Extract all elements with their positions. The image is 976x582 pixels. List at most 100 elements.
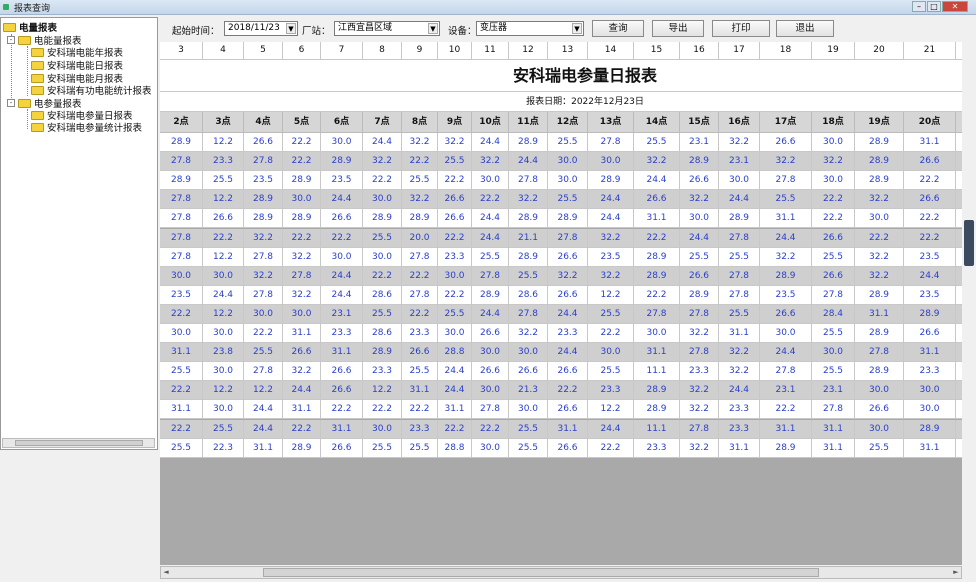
close-button[interactable]: ✕ — [942, 1, 968, 12]
column-number-cell: 4 — [203, 42, 244, 60]
export-button[interactable]: 导出 — [652, 20, 704, 37]
tree-item-energy-month[interactable]: 安科瑞电能月报表 — [31, 72, 123, 85]
value-cell: 31.1 — [321, 343, 363, 363]
tree-group-energy[interactable]: - 电能量报表 — [7, 34, 82, 47]
value-cell: 32.2 — [855, 190, 904, 210]
exit-button[interactable]: 退出 — [776, 20, 834, 37]
column-number-cell: 7 — [321, 42, 363, 60]
value-cell: 27.8 — [402, 247, 438, 267]
hour-header-cell[interactable]: 17点 — [760, 112, 812, 133]
hour-header-cell[interactable]: 2点 — [160, 112, 203, 133]
value-cell: 28.9 — [509, 247, 548, 267]
hour-header-cell[interactable]: 20点 — [904, 112, 956, 133]
hour-header-cell[interactable]: 16点 — [719, 112, 760, 133]
value-cell: 28.9 — [680, 152, 719, 172]
value-cell: 30.0 — [812, 171, 855, 191]
tree-root[interactable]: 电量报表 — [3, 21, 57, 34]
value-cell: 24.4 — [588, 209, 634, 229]
hour-header-cell[interactable]: 7点 — [363, 112, 402, 133]
hour-header-cell[interactable]: 3点 — [203, 112, 244, 133]
chevron-down-icon[interactable]: ▼ — [572, 23, 582, 34]
value-cell: 24.4 — [472, 209, 509, 229]
hour-header-cell[interactable]: 19点 — [855, 112, 904, 133]
value-cell: 26.6 — [548, 247, 588, 267]
hour-header-cell[interactable]: 8点 — [402, 112, 438, 133]
value-cell: 31.1 — [160, 343, 203, 363]
value-cell: 25.5 — [363, 228, 402, 248]
value-cell: 22.2 — [904, 209, 956, 229]
value-cell: 23.3 — [680, 362, 719, 382]
minimize-button[interactable]: – — [912, 1, 926, 12]
value-cell: 24.4 — [321, 190, 363, 210]
value-cell: 24.4 — [509, 152, 548, 172]
horizontal-scrollbar[interactable]: ◄ ► — [160, 566, 962, 579]
value-cell: 20.0 — [402, 228, 438, 248]
value-cell: 24.4 — [719, 190, 760, 210]
value-cell: 25.5 — [203, 171, 244, 191]
vertical-scrollbar[interactable] — [962, 42, 976, 565]
tree-item-params-day[interactable]: 安科瑞电参量日报表 — [31, 109, 133, 122]
hour-header-cell[interactable]: 15点 — [680, 112, 719, 133]
value-cell: 27.8 — [634, 304, 680, 324]
value-cell: 26.6 — [203, 209, 244, 229]
tree-item-params-stats[interactable]: 安科瑞电参量统计报表 — [31, 121, 142, 134]
print-button[interactable]: 打印 — [712, 20, 770, 37]
report-title: 安科瑞电参量日报表 — [160, 60, 970, 92]
hour-header-cell[interactable]: 13点 — [588, 112, 634, 133]
scroll-right-icon[interactable]: ► — [953, 568, 959, 576]
hour-header-cell[interactable]: 6点 — [321, 112, 363, 133]
value-cell: 32.2 — [509, 190, 548, 210]
hour-header-cell[interactable]: 9点 — [438, 112, 472, 133]
tree-group-label: 电能量报表 — [34, 36, 82, 47]
folder-icon — [18, 35, 31, 45]
maximize-button[interactable]: □ — [927, 1, 941, 12]
value-cell: 27.8 — [760, 362, 812, 382]
tree-item-energy-year[interactable]: 安科瑞电能年报表 — [31, 46, 123, 59]
value-cell: 31.1 — [760, 209, 812, 229]
tree-item-active-energy-stats[interactable]: 安科瑞有功电能统计报表 — [31, 84, 152, 97]
scroll-thumb[interactable] — [263, 568, 819, 577]
value-cell: 27.8 — [244, 285, 283, 305]
value-cell: 32.2 — [588, 266, 634, 286]
hour-header-cell[interactable]: 14点 — [634, 112, 680, 133]
collapse-icon[interactable]: - — [7, 36, 15, 44]
hour-header-cell[interactable]: 12点 — [548, 112, 588, 133]
tree-item-energy-day[interactable]: 安科瑞电能日报表 — [31, 59, 123, 72]
query-button[interactable]: 查询 — [592, 20, 644, 37]
tree-item-label: 安科瑞电参量日报表 — [47, 111, 133, 122]
value-cell: 30.0 — [548, 171, 588, 191]
station-select[interactable]: 江西宜昌区域 ▼ — [334, 21, 440, 36]
hour-header-cell[interactable]: 5点 — [283, 112, 321, 133]
tree-group-params[interactable]: - 电参量报表 — [7, 97, 82, 110]
start-time-picker[interactable]: 2018/11/23 ▼ — [224, 21, 298, 36]
table-row: 22.2 25.5 24.4 22.2 31.1 30.0 23.3 22.2 22.2 25.5… — [160, 419, 970, 439]
scroll-thumb[interactable] — [964, 220, 974, 266]
value-cell: 27.8 — [812, 285, 855, 305]
value-cell: 26.6 — [812, 266, 855, 286]
tree-horizontal-scrollbar[interactable] — [2, 438, 155, 448]
chevron-down-icon[interactable]: ▼ — [286, 23, 296, 34]
value-cell: 28.6 — [509, 285, 548, 305]
value-cell: 12.2 — [203, 133, 244, 152]
report-grid: 3 4 5 6 7 8 9 10 11 12 13 14 15 16 17 18 19 20 21 安科瑞电参量日报… — [160, 42, 970, 565]
value-cell: 26.6 — [548, 285, 588, 305]
value-cell: 22.2 — [283, 228, 321, 248]
scroll-left-icon[interactable]: ◄ — [163, 568, 169, 576]
hour-header-cell[interactable]: 10点 — [472, 112, 509, 133]
chevron-down-icon[interactable]: ▼ — [428, 23, 438, 34]
scroll-thumb[interactable] — [15, 440, 143, 446]
value-cell: 28.9 — [363, 209, 402, 229]
value-cell: 22.2 — [438, 285, 472, 305]
hour-header-cell[interactable]: 11点 — [509, 112, 548, 133]
table-row: 27.8 22.2 32.2 22.2 22.2 25.5 20.0 22.2 24.4 21.1… — [160, 228, 970, 248]
hour-header-cell[interactable]: 4点 — [244, 112, 283, 133]
value-cell: 22.2 — [855, 228, 904, 248]
device-select[interactable]: 变压器 ▼ — [476, 21, 584, 36]
hour-header-cell[interactable]: 18点 — [812, 112, 855, 133]
collapse-icon[interactable]: - — [7, 99, 15, 107]
value-cell: 30.0 — [855, 381, 904, 401]
column-number-cell: 8 — [363, 42, 402, 60]
value-cell: 28.9 — [855, 324, 904, 343]
value-cell: 28.9 — [509, 209, 548, 229]
table-row: 25.5 30.0 27.8 32.2 26.6 23.3 25.5 24.4 26.6 26.6… — [160, 362, 970, 382]
